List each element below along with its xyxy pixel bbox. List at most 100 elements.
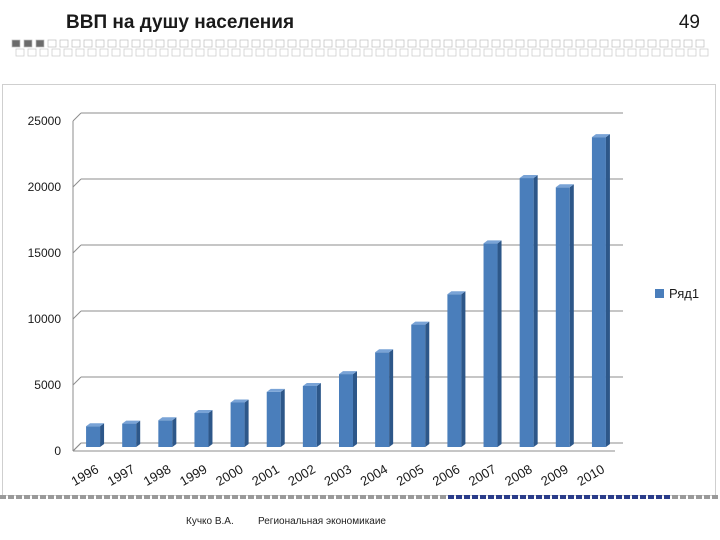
bar-front: [447, 294, 462, 447]
bar: [411, 321, 430, 447]
bar-top: [86, 423, 105, 427]
bar: [122, 420, 141, 447]
bar-top: [230, 399, 249, 403]
header-square: [591, 48, 601, 57]
header-square: [143, 39, 153, 48]
footer-square: [376, 495, 382, 499]
header-square: [563, 39, 573, 48]
header-square: [315, 48, 325, 57]
header-square: [659, 39, 669, 48]
gridline-depth: [72, 376, 82, 386]
footer-square: [256, 495, 262, 499]
bar-top: [302, 382, 321, 386]
bar-top: [591, 134, 610, 138]
header-square: [255, 48, 265, 57]
footer-square: [440, 495, 446, 499]
header-square: [351, 48, 361, 57]
header-square: [527, 39, 537, 48]
header-square: [383, 39, 393, 48]
y-tick-label: 0: [54, 444, 61, 458]
x-tick-label: 2002: [285, 461, 318, 488]
header-square: [399, 48, 409, 57]
bar-side: [461, 291, 466, 447]
bar: [591, 134, 610, 447]
header-square: [215, 39, 225, 48]
footer-square: [528, 495, 534, 499]
footer-square: [336, 495, 342, 499]
header-square: [479, 39, 489, 48]
header-square: [299, 39, 309, 48]
gridline-depth: [72, 310, 82, 320]
header-square: [695, 39, 705, 48]
bar-top: [266, 388, 285, 392]
header-square: [639, 48, 649, 57]
x-tick-label: 2010: [574, 461, 607, 488]
header-square: [419, 39, 429, 48]
footer-square: [392, 495, 398, 499]
bar-chart: 0 5000 10000 15000 20000 25000 1996 1997 1998 19…: [28, 112, 699, 489]
footer-square: [448, 495, 454, 499]
header-square: [515, 39, 525, 48]
x-tick-label: 2003: [321, 461, 354, 488]
header-square: [611, 39, 621, 48]
bar-side: [605, 134, 610, 447]
header-square: [179, 39, 189, 48]
footer-square: [192, 495, 198, 499]
bar: [302, 382, 321, 447]
header-square: [467, 39, 477, 48]
bar-front: [122, 423, 137, 447]
header-square: [15, 48, 25, 57]
bar-top: [158, 417, 177, 421]
header-square: [423, 48, 433, 57]
gridline-depth: [72, 442, 82, 452]
header-square: [251, 39, 261, 48]
header-square: [579, 48, 589, 57]
bar: [86, 423, 105, 447]
header-square: [647, 39, 657, 48]
footer-square: [416, 495, 422, 499]
header-square: [51, 48, 61, 57]
header-square: [699, 48, 709, 57]
bar-side: [353, 371, 357, 447]
header-square: [75, 48, 85, 57]
footer-square: [432, 495, 438, 499]
y-axis-ticks: 0 5000 10000 15000 20000 25000: [28, 114, 62, 458]
x-tick-label: 2000: [213, 461, 246, 488]
bar: [339, 371, 357, 447]
bar-side: [569, 184, 574, 448]
footer-square: [288, 495, 294, 499]
header-square: [359, 39, 369, 48]
bar: [266, 388, 285, 447]
footer-square: [672, 495, 678, 499]
header-decoration: [11, 39, 709, 57]
header-square: [387, 48, 397, 57]
footer-square: [384, 495, 390, 499]
footer-square: [696, 495, 702, 499]
bar-side: [533, 175, 538, 447]
bar-top: [375, 349, 394, 353]
footer-square: [24, 495, 30, 499]
bar-front: [375, 352, 390, 447]
header-square: [459, 48, 469, 57]
header-square: [83, 39, 93, 48]
header-square: [171, 48, 181, 57]
bar-top: [194, 410, 213, 414]
x-tick-label: 2007: [466, 461, 499, 488]
footer-square: [32, 495, 38, 499]
footer-square: [424, 495, 430, 499]
footer-square: [16, 495, 22, 499]
bar: [230, 399, 249, 447]
header-square: [503, 39, 513, 48]
footer-square: [232, 495, 238, 499]
footer-square: [136, 495, 142, 499]
slide-title: ВВП на душу населения: [66, 12, 295, 33]
footer-square: [600, 495, 606, 499]
bar-side: [316, 382, 321, 447]
footer-square: [712, 495, 718, 499]
y-tick-label: 10000: [28, 312, 62, 326]
footer-square: [472, 495, 478, 499]
header-square: [407, 39, 417, 48]
y-tick-label: 20000: [28, 180, 62, 194]
footer-square: [280, 495, 286, 499]
bar-side: [172, 417, 177, 447]
